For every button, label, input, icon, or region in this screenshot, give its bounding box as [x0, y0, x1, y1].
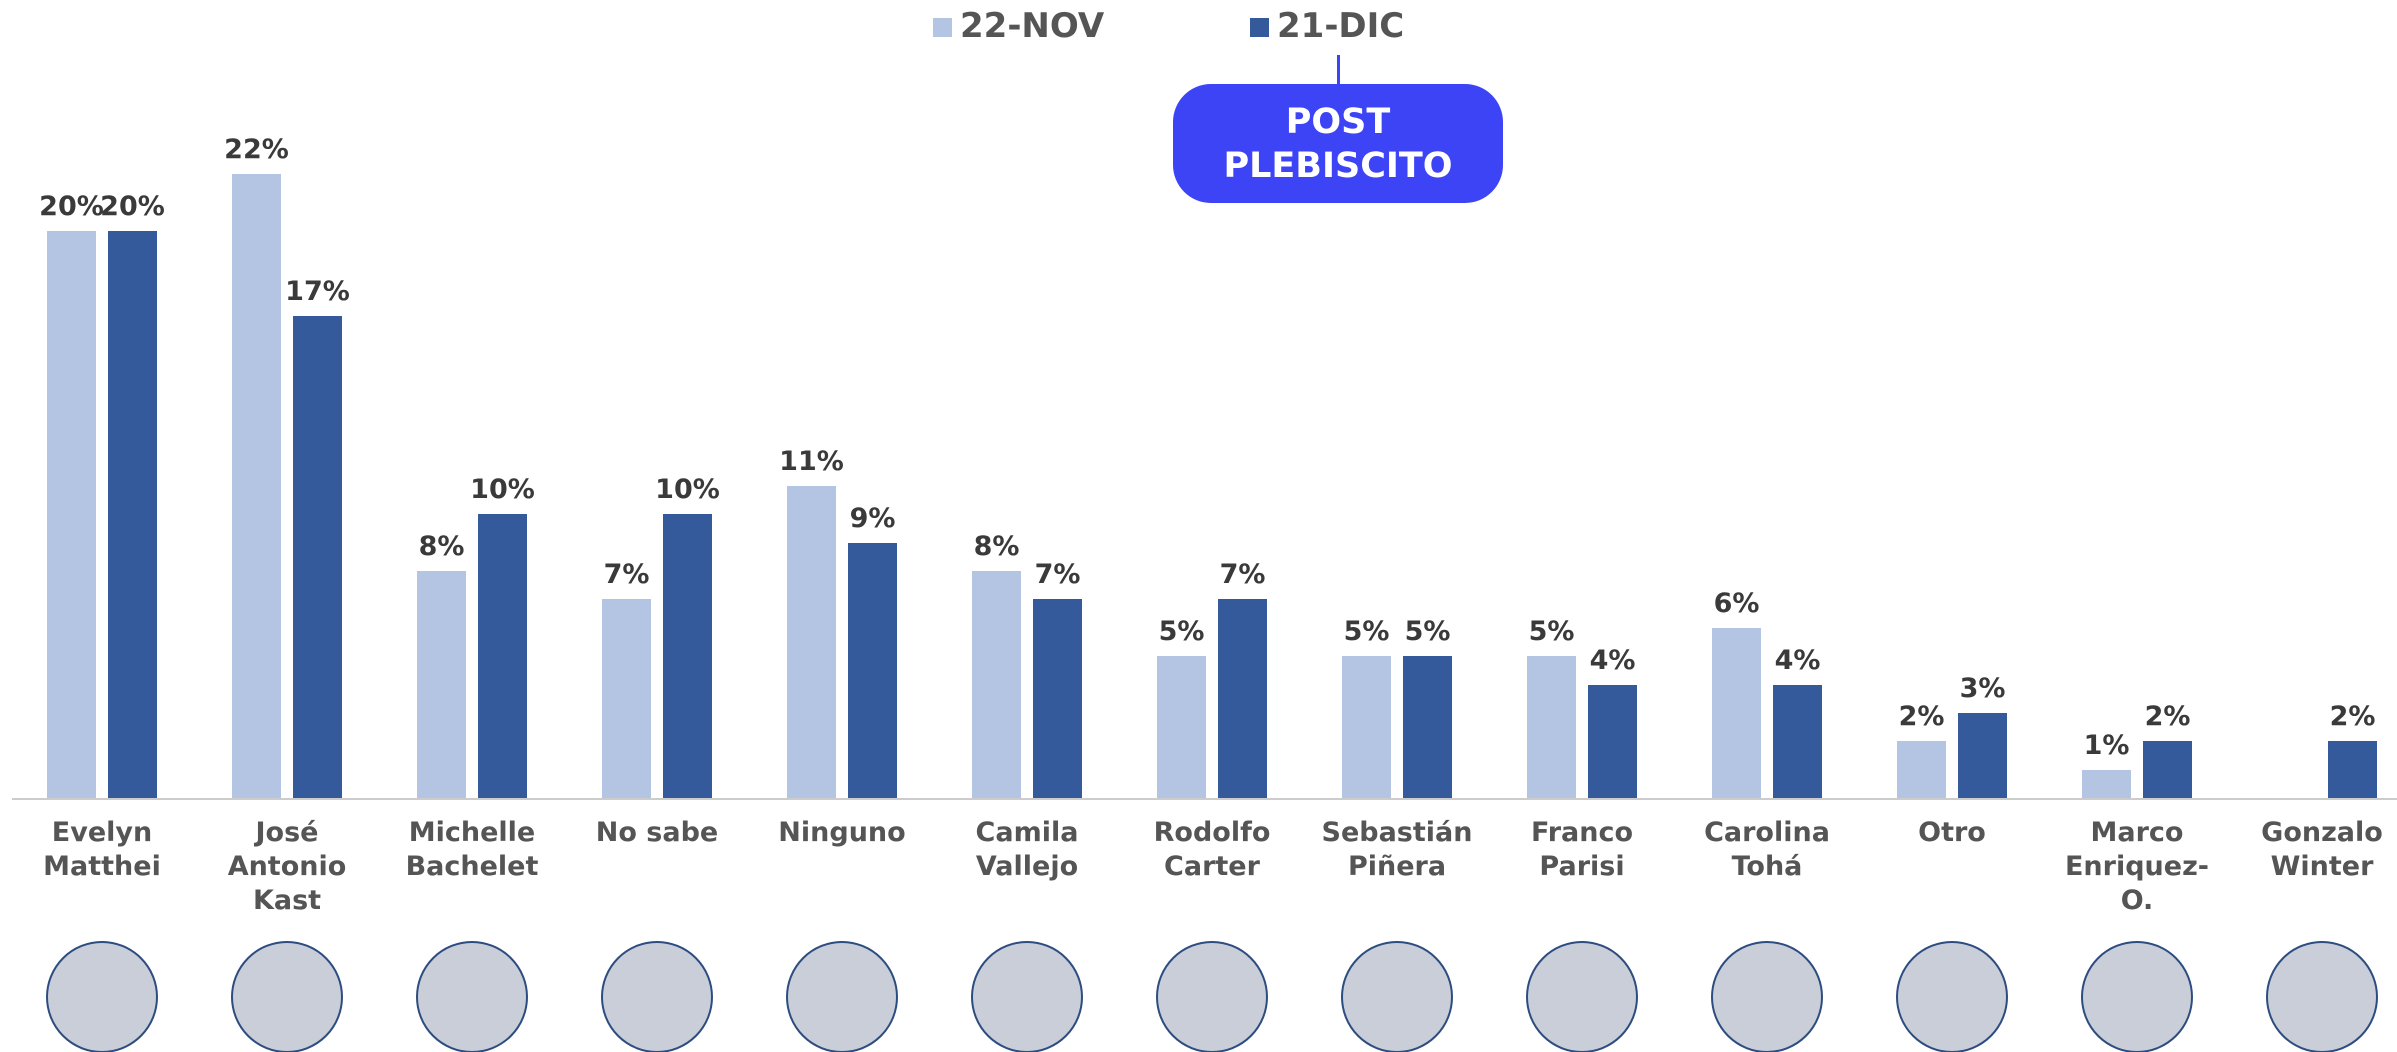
avatar [2266, 941, 2378, 1052]
callout: POST PLEBISCITO [1173, 84, 1503, 203]
value-label: 10% [655, 474, 720, 506]
avatar [231, 941, 343, 1052]
legend-label: 22-NOV [960, 6, 1105, 46]
bar [1218, 599, 1267, 798]
value-label: 7% [1219, 559, 1266, 591]
value-label: 10% [470, 474, 535, 506]
value-label: 7% [603, 559, 650, 591]
category-label: Otro [1918, 817, 1986, 848]
category-label: Michelle Bachelet [405, 817, 539, 882]
category-label: José Antonio Kast [227, 817, 347, 916]
category-label: Rodolfo Carter [1153, 817, 1271, 882]
callout-connector [1337, 55, 1340, 85]
legend-swatch [1250, 18, 1269, 37]
value-label: 8% [418, 531, 465, 563]
bar [2082, 769, 2131, 798]
value-label: 4% [1589, 644, 1636, 676]
avatar [601, 941, 713, 1052]
category-label: Marco Enriquez-O. [2064, 817, 2210, 916]
category-label: Ninguno [778, 817, 906, 848]
bar [1033, 599, 1082, 798]
bar [293, 315, 342, 798]
bar [1897, 741, 1946, 798]
value-label: 5% [1404, 616, 1451, 648]
bar [478, 514, 527, 798]
bar [108, 230, 157, 798]
value-label: 20% [39, 190, 104, 222]
value-label: 17% [285, 275, 350, 307]
bar [417, 571, 466, 798]
legend-swatch [933, 18, 952, 37]
avatar [416, 941, 528, 1052]
bar [1342, 656, 1391, 798]
bar [1588, 684, 1637, 798]
baseline [12, 798, 2397, 800]
value-label: 1% [2083, 729, 2130, 761]
avatar [1341, 941, 1453, 1052]
value-label: 8% [973, 531, 1020, 563]
category-label: Camila Vallejo [975, 817, 1079, 882]
value-label: 7% [1034, 559, 1081, 591]
bar [602, 599, 651, 798]
avatar [1156, 941, 1268, 1052]
annotation: POST PLEBISCITO [1223, 101, 1453, 186]
value-label: 4% [1774, 644, 1821, 676]
avatar [1896, 941, 2008, 1052]
value-label: 3% [1959, 672, 2006, 704]
value-label: 11% [779, 446, 844, 477]
value-label: 6% [1713, 587, 1760, 619]
bar [1403, 656, 1452, 798]
value-label: 5% [1343, 616, 1390, 648]
bar [1527, 656, 1576, 798]
bar [2143, 741, 2192, 798]
value-label: 5% [1528, 616, 1575, 648]
avatar [1711, 941, 1823, 1052]
category-label: Evelyn Matthei [43, 817, 161, 882]
category-label: Carolina Tohá [1704, 817, 1830, 882]
bar [972, 571, 1021, 798]
value-label: 9% [849, 502, 896, 534]
value-label: 5% [1158, 616, 1205, 648]
avatar [2081, 941, 2193, 1052]
avatar [1526, 941, 1638, 1052]
value-label: 20% [100, 190, 165, 222]
category-label: Gonzalo Winter [2261, 817, 2383, 882]
value-label: 2% [2144, 701, 2191, 733]
category-label: No sabe [595, 817, 719, 848]
avatar [46, 941, 158, 1052]
bar [663, 514, 712, 798]
bar [787, 486, 836, 798]
value-label: 2% [1898, 701, 1945, 733]
bar [1773, 684, 1822, 798]
bar [232, 174, 281, 798]
category-label: Sebastián Piñera [1321, 817, 1473, 882]
avatar [786, 941, 898, 1052]
value-label: 22% [224, 134, 289, 165]
bar [47, 230, 96, 798]
bar [1157, 656, 1206, 798]
category-label: Franco Parisi [1530, 817, 1634, 882]
bar [1712, 627, 1761, 798]
bar [1958, 712, 2007, 798]
bar [848, 542, 897, 798]
avatar [971, 941, 1083, 1052]
bar [2328, 741, 2377, 798]
value-label: 2% [2329, 701, 2376, 733]
legend-label: 21-DIC [1277, 6, 1405, 46]
